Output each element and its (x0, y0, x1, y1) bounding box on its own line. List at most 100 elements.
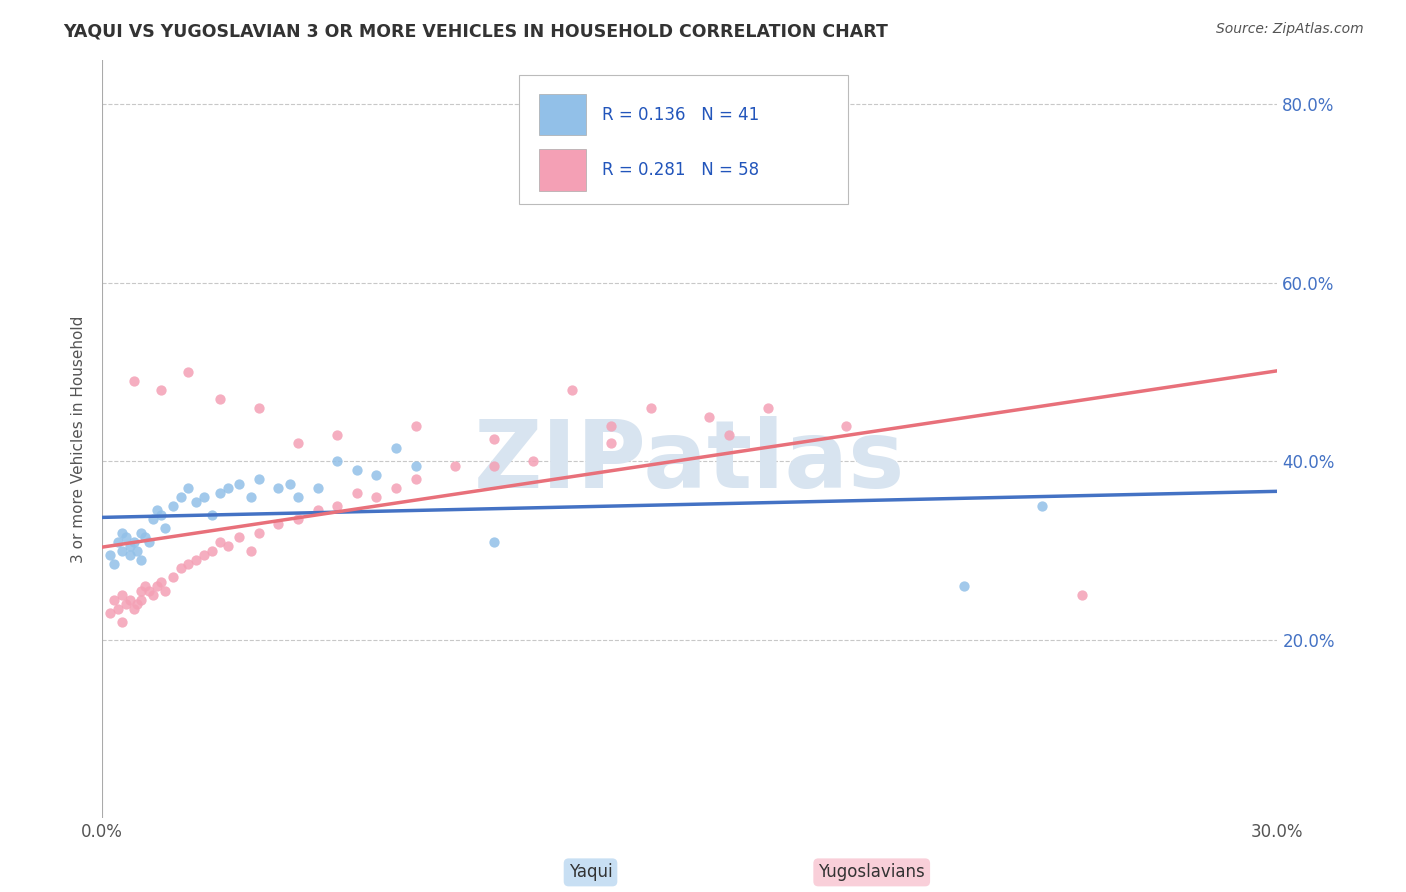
Point (146, 579, 169, 593)
Point (98, 548, 121, 562)
Point (326, 454, 349, 468)
Point (111, 543, 134, 558)
Point (169, 490, 191, 504)
Point (127, 543, 149, 558)
Point (201, 508, 224, 522)
Point (111, 615, 134, 629)
Point (142, 588, 165, 602)
Point (153, 583, 176, 598)
Point (153, 521, 176, 535)
Text: ZIPatlas: ZIPatlas (474, 416, 905, 508)
Point (177, 365, 200, 379)
Point (107, 534, 129, 549)
Point (247, 401, 270, 415)
Point (208, 392, 231, 406)
Point (240, 490, 263, 504)
Point (287, 436, 309, 450)
Point (405, 472, 427, 486)
Point (103, 592, 125, 607)
Point (346, 485, 368, 500)
Point (201, 543, 224, 558)
Point (366, 467, 388, 482)
Text: Yaqui: Yaqui (568, 863, 613, 881)
Point (149, 508, 172, 522)
Point (640, 401, 662, 415)
Point (385, 441, 408, 455)
Point (138, 583, 160, 598)
Point (169, 561, 191, 575)
Point (307, 503, 329, 517)
Text: R = 0.281   N = 58: R = 0.281 N = 58 (602, 161, 759, 179)
Point (146, 503, 169, 517)
FancyBboxPatch shape (540, 94, 586, 136)
Point (240, 543, 263, 558)
Point (138, 534, 160, 549)
Point (699, 409, 721, 424)
Point (482, 432, 505, 446)
Point (307, 481, 329, 495)
Point (162, 499, 184, 513)
Point (131, 552, 153, 566)
Point (208, 534, 231, 549)
Point (122, 601, 145, 615)
Point (107, 601, 129, 615)
Point (118, 548, 141, 562)
Point (267, 516, 290, 531)
Point (186, 494, 208, 508)
Point (103, 557, 125, 571)
Point (756, 401, 779, 415)
Point (267, 481, 290, 495)
Y-axis label: 3 or more Vehicles in Household: 3 or more Vehicles in Household (72, 316, 86, 563)
Point (149, 383, 172, 397)
Text: Yugoslavians: Yugoslavians (818, 863, 925, 881)
Point (600, 418, 623, 433)
Point (405, 458, 427, 473)
Point (835, 418, 858, 433)
FancyBboxPatch shape (519, 75, 848, 203)
Point (326, 499, 349, 513)
Point (228, 530, 250, 544)
Point (247, 525, 270, 540)
Point (131, 583, 153, 598)
Point (122, 534, 145, 549)
FancyBboxPatch shape (540, 149, 586, 191)
Point (193, 548, 215, 562)
Point (287, 490, 309, 504)
Point (1031, 499, 1053, 513)
Point (149, 574, 172, 589)
Point (118, 539, 141, 553)
Point (98, 606, 121, 620)
Point (443, 458, 465, 473)
Point (217, 481, 239, 495)
Point (287, 512, 309, 526)
Point (385, 481, 408, 495)
Point (111, 525, 134, 540)
Point (134, 530, 156, 544)
Point (482, 534, 505, 549)
Point (177, 481, 200, 495)
Point (953, 579, 976, 593)
Point (118, 592, 141, 607)
Point (405, 418, 427, 433)
Point (278, 476, 301, 491)
Point (217, 539, 239, 553)
Point (114, 530, 136, 544)
Point (186, 552, 208, 566)
Point (131, 525, 153, 540)
Point (114, 597, 136, 611)
Point (522, 454, 544, 468)
Point (1070, 588, 1092, 602)
Point (346, 463, 368, 477)
Point (208, 485, 231, 500)
Point (111, 588, 134, 602)
Text: YAQUI VS YUGOSLAVIAN 3 OR MORE VEHICLES IN HOUSEHOLD CORRELATION CHART: YAQUI VS YUGOSLAVIAN 3 OR MORE VEHICLES … (63, 22, 889, 40)
Point (177, 557, 200, 571)
Text: Source: ZipAtlas.com: Source: ZipAtlas.com (1216, 22, 1364, 37)
Point (247, 472, 270, 486)
Point (142, 512, 165, 526)
Point (134, 579, 156, 593)
Point (561, 383, 583, 397)
Point (228, 476, 250, 491)
Point (162, 570, 184, 584)
Point (326, 427, 349, 442)
